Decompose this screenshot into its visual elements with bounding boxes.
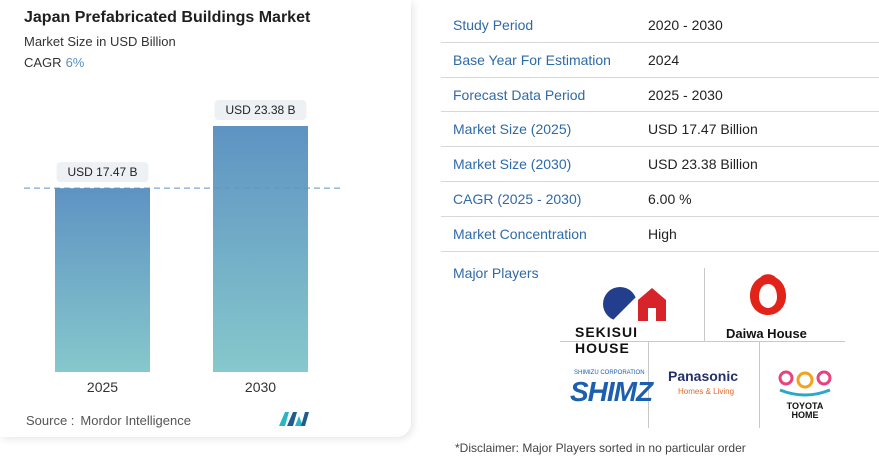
shimizu-small-text: SHIMIZU CORPORATION xyxy=(574,370,645,376)
row-value: 6.00 % xyxy=(648,190,692,207)
chart-cagr: CAGR 6% xyxy=(24,55,84,70)
chart-card: Japan Prefabricated Buildings Market Mar… xyxy=(0,0,411,437)
panasonic-logo: Panasonic Homes & Living xyxy=(656,368,756,408)
row-label: Base Year For Estimation xyxy=(453,51,611,68)
sekisui-emblem-icon xyxy=(603,287,666,321)
bar-chart: USD 17.47 B 2025 USD 23.38 B 2030 xyxy=(24,100,343,395)
x-tick-label: 2025 xyxy=(87,379,118,395)
table-row: Base Year For Estimation 2024 xyxy=(441,43,879,78)
disclaimer-text: *Disclaimer: Major Players sorted in no … xyxy=(455,441,746,455)
mordor-logo-icon xyxy=(279,412,309,426)
row-label: Market Size (2030) xyxy=(453,156,572,173)
panasonic-sub-text: Homes & Living xyxy=(678,387,735,396)
row-label: Market Concentration xyxy=(453,225,587,242)
sekisui-text: SEKISUI HOUSE xyxy=(575,324,639,356)
toyota-home-logo: TOYOTA HOME xyxy=(768,368,843,426)
table-row: Forecast Data Period 2025 - 2030 xyxy=(441,78,879,113)
row-label: Forecast Data Period xyxy=(453,86,586,103)
toyota-text: TOYOTA xyxy=(786,401,824,411)
row-value: USD 23.38 Billion xyxy=(648,156,758,173)
cagr-label: CAGR xyxy=(24,55,62,70)
row-value: High xyxy=(648,225,677,242)
data-label: USD 17.47 B xyxy=(67,165,137,179)
toyota-home-text: TOYOTA HOME xyxy=(780,402,830,420)
market-info-table: Study Period 2020 - 2030 Base Year For Est… xyxy=(441,8,879,252)
daiwa-house-logo: Daiwa House xyxy=(712,270,837,342)
row-value: 2020 - 2030 xyxy=(648,17,723,33)
bar-2025 xyxy=(55,188,150,372)
row-value: USD 17.47 Billion xyxy=(648,121,758,138)
data-label-bg xyxy=(56,162,149,183)
toyota-home-emblem-icon xyxy=(778,370,832,397)
table-row: Market Size (2025) USD 17.47 Billion xyxy=(441,112,879,148)
data-label-bg xyxy=(214,100,307,120)
cagr-value: 6% xyxy=(65,55,85,70)
x-tick-label: 2030 xyxy=(245,379,276,395)
shimizu-logo: SHIMIZU CORPORATION SHIMZ xyxy=(566,370,653,422)
panasonic-text: Panasonic xyxy=(668,368,739,384)
row-label: Market Size (2025) xyxy=(453,121,572,138)
grid-divider xyxy=(648,341,649,428)
sekisui-house-logo: SEKISUI HOUSE xyxy=(572,282,697,356)
table-row: Market Size (2030) USD 23.38 Billion xyxy=(441,147,879,182)
major-players-label: Major Players xyxy=(453,265,539,281)
data-label: USD 23.38 B xyxy=(225,103,295,117)
daiwa-emblem-icon xyxy=(750,274,786,315)
row-label: Study Period xyxy=(453,17,534,33)
table-row: Market Concentration High xyxy=(441,217,879,252)
source-label: Source : xyxy=(26,413,75,428)
shimz-text: SHIMZ xyxy=(570,376,653,407)
daiwa-text: Daiwa House xyxy=(726,326,807,341)
row-label: CAGR (2025 - 2030) xyxy=(453,190,582,207)
source-name: Mordor Intelligence xyxy=(80,413,191,428)
row-value: 2024 xyxy=(648,51,680,68)
major-players-grid: SEKISUI HOUSE Daiwa House SHIMIZU CORPOR… xyxy=(560,268,845,428)
row-value: 2025 - 2030 xyxy=(648,86,723,103)
table-row: Study Period 2020 - 2030 xyxy=(441,8,879,43)
chart-subtitle: Market Size in USD Billion xyxy=(24,34,176,49)
chart-title: Japan Prefabricated Buildings Market xyxy=(24,9,311,26)
home-text: HOME xyxy=(791,410,819,420)
source-line: Source : Mordor Intelligence xyxy=(26,413,191,428)
grid-divider xyxy=(759,341,760,428)
table-row: CAGR (2025 - 2030) 6.00 % xyxy=(441,182,879,217)
bar-2030 xyxy=(213,126,308,372)
grid-divider xyxy=(704,268,705,341)
grid-divider xyxy=(560,341,845,342)
